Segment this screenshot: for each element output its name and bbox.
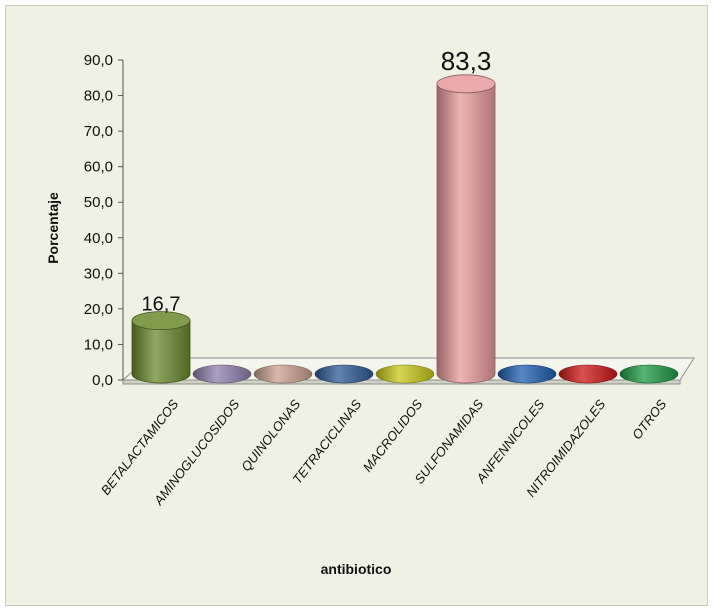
y-tick-label: 90,0 <box>84 52 113 69</box>
bar-tetraciclinas <box>314 364 374 384</box>
y-tick-label: 50,0 <box>84 194 113 211</box>
x-tick-label: QUINOLONAS <box>238 396 303 474</box>
bar-anfennicoles <box>497 364 557 384</box>
bar-disc <box>192 364 252 384</box>
x-tick-label: OTROS <box>629 396 669 442</box>
x-axis-labels: BETALACTAMICOSAMINOGLUCOSIDOSQUINOLONAST… <box>98 396 670 508</box>
y-tick-label: 10,0 <box>84 336 113 353</box>
bar-disc <box>375 364 435 384</box>
bar-quinolonas <box>253 364 313 384</box>
x-tick-label: MACROLIDOS <box>360 396 426 474</box>
bar-sulfonamidas: 83,3 <box>436 46 496 384</box>
y-tick-label: 70,0 <box>84 123 113 140</box>
y-tick-label: 30,0 <box>84 265 113 282</box>
data-label: 83,3 <box>441 46 492 76</box>
bar-disc <box>619 364 679 384</box>
bar-disc <box>558 364 618 384</box>
y-tick-label: 40,0 <box>84 230 113 247</box>
y-axis-title: Porcentaje <box>45 192 61 264</box>
bar-otros <box>619 364 679 384</box>
bar-body <box>131 320 191 384</box>
bar-body <box>436 83 496 384</box>
x-tick-label: TETRACICLINAS <box>289 396 364 486</box>
bars: 16,7 83,3 <box>131 46 679 384</box>
bar-betalactamicos: 16,7 <box>131 294 191 384</box>
y-axis: 0,0 10,0 20,0 30,0 40,0 50,0 60,0 70,0 80,0 90,0 <box>84 52 124 389</box>
bar-disc <box>497 364 557 384</box>
y-tick-label: 0,0 <box>92 372 113 389</box>
x-axis-title: antibiotico <box>321 561 392 577</box>
y-tick-label: 60,0 <box>84 159 113 176</box>
bar-disc <box>253 364 313 384</box>
bar-disc <box>314 364 374 384</box>
y-tick-label: 20,0 <box>84 301 113 318</box>
chart-area: 0,0 10,0 20,0 30,0 40,0 50,0 60,0 70,0 80,0 90,0 … <box>5 5 708 606</box>
bar-top <box>131 311 191 331</box>
y-tick-label: 80,0 <box>84 88 113 105</box>
bar-macrolidos <box>375 364 435 384</box>
bar-nitroimidazoles <box>558 364 618 384</box>
data-label: 16,7 <box>142 294 181 316</box>
bar-aminoglucosidos <box>192 364 252 384</box>
bar-chart: 0,010,020,030,040,050,060,070,080,090,0 … <box>45 46 695 577</box>
bar-top <box>436 74 496 94</box>
